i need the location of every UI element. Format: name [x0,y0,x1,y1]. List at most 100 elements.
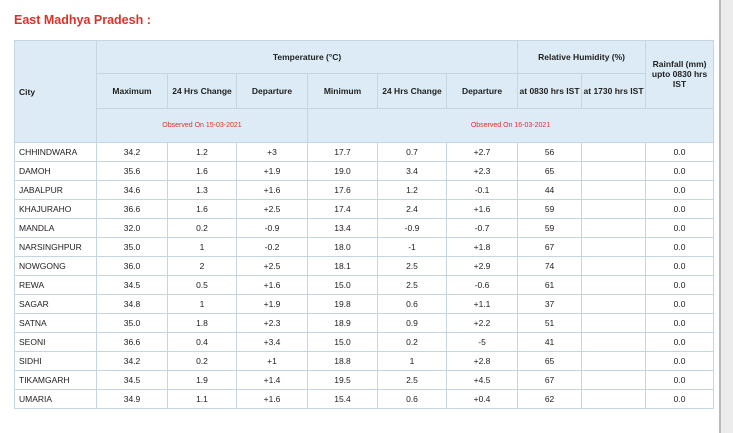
value-cell: 18.9 [307,313,378,333]
value-cell: +2.7 [445,142,519,162]
city-cell: NARSINGHPUR [14,237,97,257]
table-row: DAMOH 35.6 1.6 +1.9 19.0 3.4 +2.3 65 0.0 [14,161,715,181]
side-panel [719,0,733,433]
value-cell: 44 [517,180,583,200]
value-cell: 34.6 [96,180,168,200]
column-header: Departure [445,73,519,109]
value-cell [581,142,647,162]
table-row: SAGAR 34.8 1 +1.9 19.8 0.6 +1.1 37 0.0 [14,294,715,314]
value-cell: +1.6 [236,180,308,200]
header-cell: Temperature (°C) [95,40,519,74]
header-cell: Relative Humidity (%) [517,40,647,74]
value-cell: +1.6 [236,275,308,295]
value-cell: 59 [517,199,583,219]
value-cell [581,218,647,238]
value-cell: +1.1 [445,294,519,314]
value-cell: +1.8 [445,237,519,257]
value-cell: 35.0 [96,237,168,257]
value-cell: +1.6 [445,199,519,219]
value-cell: 0.2 [377,332,447,352]
value-cell: 1.3 [167,180,237,200]
value-cell: +2.3 [236,313,308,333]
city-cell: SATNA [14,313,97,333]
table-row: REWA 34.5 0.5 +1.6 15.0 2.5 -0.6 61 0.0 [14,275,715,295]
value-cell: 0.7 [377,142,447,162]
value-cell: 0.4 [167,332,237,352]
value-cell: +1.9 [236,161,308,181]
table-row: SATNA 35.0 1.8 +2.3 18.9 0.9 +2.2 51 0.0 [14,313,715,333]
value-cell [581,256,647,276]
value-cell: -1 [377,237,447,257]
city-cell: TIKAMGARH [14,370,97,390]
value-cell: +4.5 [445,370,519,390]
table-row: SIDHI 34.2 0.2 +1 18.8 1 +2.8 65 0.0 [14,351,715,371]
value-cell: 1.2 [167,142,237,162]
value-cell: 0.0 [645,142,715,162]
table-row: NOWGONG 36.0 2 +2.5 18.1 2.5 +2.9 74 0.0 [14,256,715,276]
value-cell: -5 [445,332,519,352]
value-cell: 17.7 [307,142,378,162]
value-cell: 0.0 [645,256,715,276]
value-cell: +3.4 [236,332,308,352]
value-cell: 0.0 [645,161,715,181]
city-cell: CHHINDWARA [14,142,97,162]
city-cell: SAGAR [14,294,97,314]
value-cell: 36.6 [96,199,168,219]
value-cell [581,351,647,371]
value-cell: +2.3 [445,161,519,181]
value-cell: +0.4 [445,389,519,409]
table-row: KHAJURAHO 36.6 1.6 +2.5 17.4 2.4 +1.6 59 0.0 [14,199,715,219]
value-cell [581,180,647,200]
value-cell: 0.0 [645,389,715,409]
value-cell: 36.0 [96,256,168,276]
value-cell: 0.5 [167,275,237,295]
section-title: East Madhya Pradesh : [14,13,151,27]
value-cell: 34.2 [96,351,168,371]
value-cell: -0.6 [445,275,519,295]
value-cell: +1 [236,351,308,371]
value-cell [581,313,647,333]
value-cell: +1.9 [236,294,308,314]
value-cell [581,370,647,390]
value-cell: 0.9 [377,313,447,333]
value-cell: 18.8 [307,351,378,371]
value-cell: 34.8 [96,294,168,314]
value-cell: 37 [517,294,583,314]
value-cell: 59 [517,218,583,238]
value-cell: 36.6 [96,332,168,352]
value-cell: 2.5 [377,256,447,276]
table-row: MANDLA 32.0 0.2 -0.9 13.4 -0.9 -0.7 59 0.0 [14,218,715,238]
weather-table: City Temperature (°C) Relative Humidity … [14,40,715,409]
value-cell: -0.2 [236,237,308,257]
value-cell: 1 [377,351,447,371]
value-cell: 1.6 [167,199,237,219]
value-cell: 3.4 [377,161,447,181]
value-cell: 74 [517,256,583,276]
value-cell: 19.5 [307,370,378,390]
table-row: NARSINGHPUR 35.0 1 -0.2 18.0 -1 +1.8 67 0.0 [14,237,715,257]
value-cell: 62 [517,389,583,409]
city-cell: MANDLA [14,218,97,238]
header-cell: City [14,40,97,143]
observed-date: Observed On 16-03-2021 [306,108,715,143]
table-row: CHHINDWARA 34.2 1.2 +3 17.7 0.7 +2.7 56 0.0 [14,142,715,162]
value-cell: 32.0 [96,218,168,238]
value-cell: 1.6 [167,161,237,181]
value-cell: 15.4 [307,389,378,409]
table-row: UMARIA 34.9 1.1 +1.6 15.4 0.6 +0.4 62 0.0 [14,389,715,409]
value-cell: 0.0 [645,180,715,200]
value-cell: 0.0 [645,218,715,238]
table-row: JABALPUR 34.6 1.3 +1.6 17.6 1.2 -0.1 44 0.0 [14,180,715,200]
city-cell: JABALPUR [14,180,97,200]
value-cell: 65 [517,351,583,371]
column-header: 24 Hrs Change [167,73,237,109]
value-cell: 0.2 [167,351,237,371]
value-cell: 0.0 [645,275,715,295]
value-cell: +2.5 [236,256,308,276]
column-header: Maximum [96,73,168,109]
value-cell: 2.5 [377,275,447,295]
column-header: at 0830 hrs IST [517,73,583,109]
value-cell: 34.5 [96,370,168,390]
column-header: at 1730 hrs IST [581,73,647,109]
value-cell: 41 [517,332,583,352]
